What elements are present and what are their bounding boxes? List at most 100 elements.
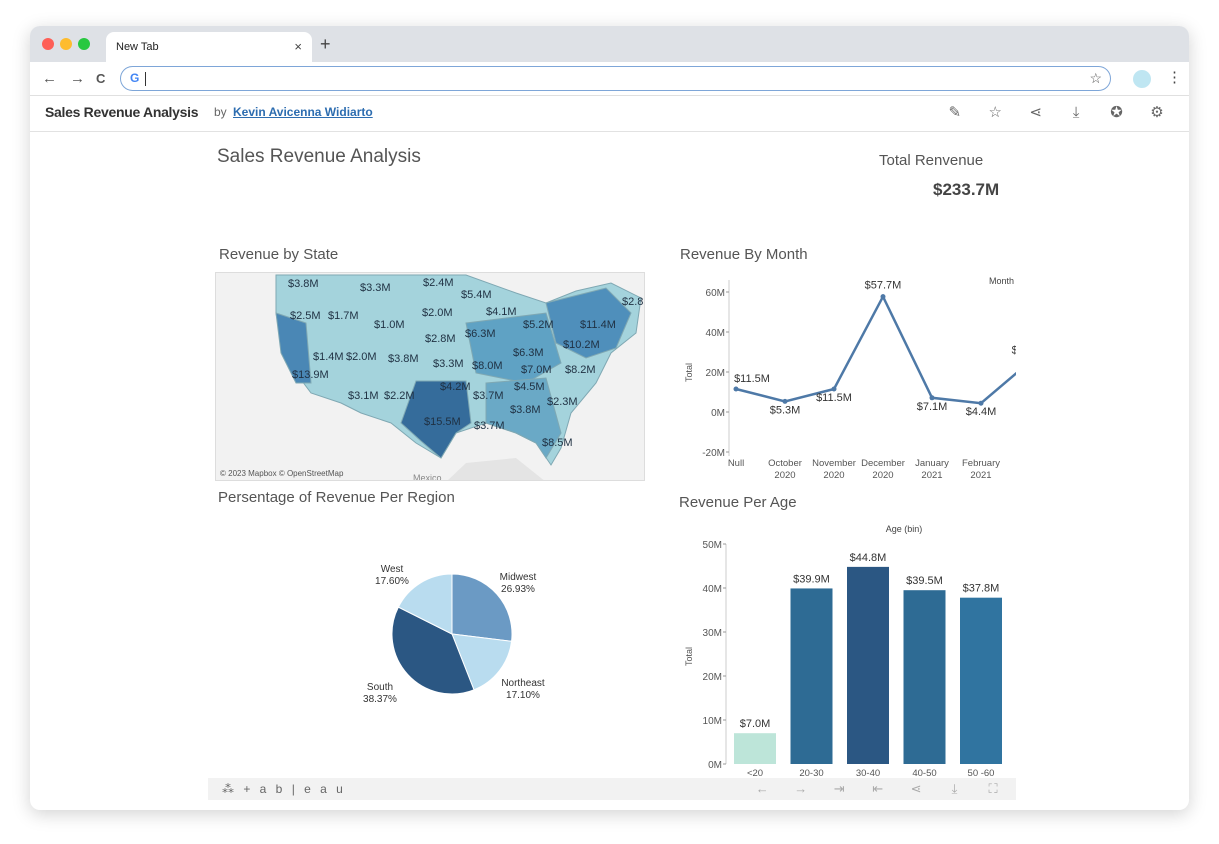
map-title: Revenue by State [219, 246, 339, 263]
bar[interactable] [903, 590, 946, 764]
california [275, 312, 312, 384]
edit-icon[interactable]: ✎ [948, 104, 962, 121]
mexico-land [448, 458, 544, 480]
pie-slice-name: Midwest [500, 572, 537, 583]
line-x-tick-year: 2020 [823, 470, 844, 481]
fullscreen-icon[interactable]: ⛶ [988, 781, 998, 796]
tab-title: New Tab [116, 41, 159, 53]
bookmark-star-icon[interactable]: ☆ [1089, 70, 1102, 86]
line-point[interactable] [929, 395, 935, 401]
line-point[interactable] [831, 386, 837, 392]
line-chart[interactable]: Month of Mo Total 60M 40M 20M 0M -20M $11.5M $5.… [678, 270, 1016, 484]
bar[interactable] [847, 566, 889, 764]
map-value-label: $4.1M [486, 306, 517, 318]
bar[interactable] [960, 597, 1002, 764]
map-value-label: $3.3M [433, 358, 464, 370]
footer-toolbar: ← → ⇥ ⇤ ⋖ ⤓ ⛶ [745, 780, 1010, 798]
pie-slice-percent: 26.93% [501, 584, 535, 595]
line-x-tick: November [812, 458, 856, 469]
line-y-tick: -20M [702, 448, 725, 459]
map-value-label: $2.8 [622, 296, 643, 308]
new-tab-button[interactable]: + [320, 34, 331, 54]
revenue-map[interactable]: $3.8M $3.3M $2.4M $5.4M $2.8 $2.5M $1.7M $1.0M $… [215, 272, 645, 481]
line-x-tick: February [962, 458, 1000, 469]
by-label: by [214, 105, 227, 119]
revert-icon[interactable]: ⇥ [833, 781, 845, 796]
bar-legend-title: Age (bin) [886, 524, 923, 534]
map-value-label: $2.5M [290, 310, 321, 322]
map-value-label: $8.0M [472, 360, 503, 372]
line-point[interactable] [978, 400, 984, 406]
minimize-window-icon[interactable] [60, 38, 72, 50]
redo-icon[interactable]: → [794, 781, 808, 796]
tableau-footer: ⁂ + a b | e a u ← → ⇥ ⇤ ⋖ ⤓ ⛶ [208, 778, 1016, 800]
bar-y-axis-label: Total [684, 647, 694, 666]
author-link[interactable]: Kevin Avicenna Widiarto [233, 105, 373, 119]
badge-icon[interactable]: ✪ [1110, 104, 1123, 121]
revert-all-icon[interactable]: ⇤ [872, 781, 884, 796]
bar[interactable] [790, 588, 833, 764]
undo-icon[interactable]: ← [755, 781, 769, 796]
pie-slice-northeast[interactable] [451, 633, 513, 691]
pie-slice-midwest[interactable] [451, 573, 513, 642]
bar-data-label: $37.8M [963, 583, 1000, 595]
line-chart-title: Revenue By Month [680, 246, 808, 263]
browser-window: New Tab × + ← → C G ☆ ⋮ Sales Revenue An… [30, 26, 1189, 810]
share-icon[interactable]: ⋖ [910, 781, 922, 796]
close-window-icon[interactable] [42, 38, 54, 50]
map-svg: $3.8M $3.3M $2.4M $5.4M $2.8 $2.5M $1.7M $1.0M $… [216, 273, 644, 481]
map-value-label: $7.0M [521, 364, 552, 376]
bar[interactable] [734, 733, 776, 764]
line-y-tick: 60M [706, 288, 725, 299]
midwest-east-region [465, 312, 562, 384]
maximize-window-icon[interactable] [78, 38, 90, 50]
bar-x-tick: 50 -60 [968, 768, 995, 779]
line-data-label: $25.2M [1012, 345, 1016, 357]
line-series [735, 293, 1016, 405]
bar-chart-title: Revenue Per Age [679, 494, 797, 511]
forward-button[interactable]: → [70, 70, 85, 87]
map-value-label: $5.2M [523, 319, 554, 331]
map-value-label: $6.3M [465, 328, 496, 340]
line-data-label: $7.1M [917, 401, 948, 413]
line-data-label: $11.5M [816, 392, 852, 404]
browser-tab[interactable]: New Tab × [106, 32, 312, 62]
map-value-label: $13.9M [292, 369, 329, 381]
line-data-label: $4.4M [966, 406, 997, 418]
bar-x-tick: 40-50 [912, 768, 936, 779]
dashboard: Sales Revenue Analysis Total Renvenue $2… [208, 132, 1016, 780]
close-tab-icon[interactable]: × [294, 39, 302, 54]
line-data-label: $5.3M [770, 404, 801, 416]
omnibox-input[interactable]: G ☆ [120, 66, 1111, 91]
line-x-tick-year: 2020 [774, 470, 795, 481]
viz-title: Sales Revenue Analysis [45, 104, 199, 120]
mexico-label: Mexico [413, 473, 442, 481]
map-value-label: $2.2M [384, 390, 415, 402]
tableau-logo[interactable]: ⁂ + a b | e a u [222, 782, 346, 796]
map-value-label: $5.4M [461, 289, 492, 301]
bar-chart[interactable]: Age (bin) Total 50M 40M 30M 20M 10M 0M $7.0M <20 $… [678, 518, 1016, 780]
profile-avatar[interactable] [1133, 70, 1151, 88]
browser-menu-icon[interactable]: ⋮ [1167, 69, 1182, 86]
download-icon[interactable]: ⤓ [1072, 104, 1080, 121]
tableau-header: Sales Revenue Analysis by Kevin Avicenna… [30, 96, 1189, 132]
pie-slice-percent: 38.37% [363, 694, 397, 705]
settings-icon[interactable]: ⚙ [1150, 104, 1164, 121]
line-point[interactable] [782, 398, 788, 404]
back-button[interactable]: ← [42, 70, 57, 87]
share-icon[interactable]: ⋖ [1029, 104, 1042, 121]
favorite-icon[interactable]: ☆ [988, 104, 1002, 121]
texas [400, 380, 472, 459]
line-point[interactable] [733, 386, 739, 392]
pie-slice-west[interactable] [397, 573, 453, 635]
northeast-region [545, 287, 632, 359]
line-point[interactable] [880, 294, 886, 300]
pie-slice-south[interactable] [391, 606, 475, 695]
map-value-label: $3.8M [388, 353, 419, 365]
map-value-label: $4.2M [440, 381, 471, 393]
map-value-label: $8.2M [565, 364, 596, 376]
download-icon[interactable]: ⤓ [951, 781, 958, 796]
map-value-label: $15.5M [424, 416, 461, 428]
reload-button[interactable]: C [96, 71, 106, 86]
